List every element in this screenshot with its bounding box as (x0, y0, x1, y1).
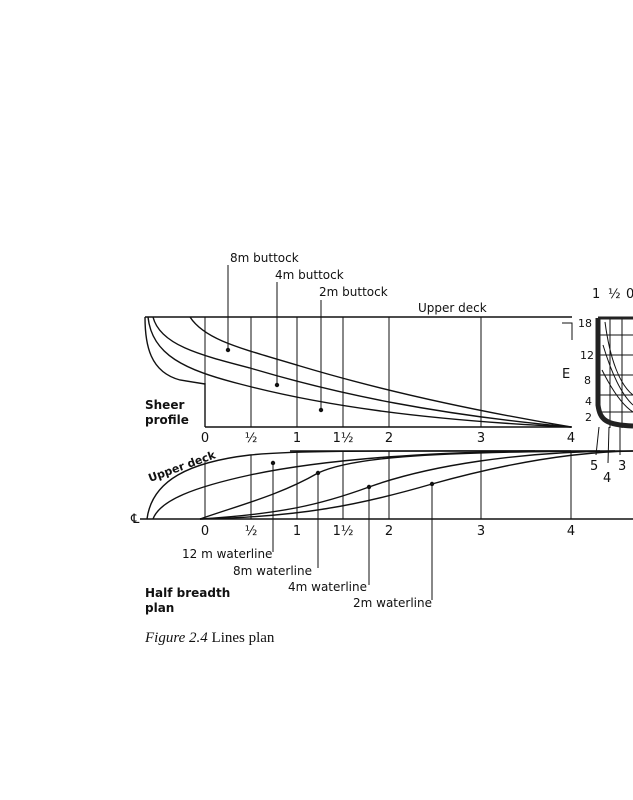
12m-waterline-curve (152, 450, 536, 520)
half-breadth-plan: Upper deck ℄ 0 ½ 1 1½ 2 3 4 12 m waterli… (130, 448, 633, 615)
half-breadth-title-2: plan (145, 601, 174, 615)
2m-waterline-curve (199, 450, 633, 520)
svg-text:3: 3 (477, 524, 485, 539)
upper-deck-curve (146, 450, 572, 520)
hb-station-labels: 0 ½ 1 1½ 2 3 4 (201, 524, 575, 539)
8m-waterline-curve (199, 450, 601, 520)
svg-text:0: 0 (201, 431, 209, 446)
sheer-profile: 8m buttock 4m buttock 2m buttock Upper d… (144, 251, 575, 446)
stern-bracket (562, 322, 573, 340)
svg-text:3: 3 (618, 459, 626, 474)
svg-text:½: ½ (608, 287, 621, 302)
hb-station-lines (204, 451, 572, 519)
sheer-profile-title-2: profile (145, 413, 189, 427)
svg-text:1: 1 (592, 287, 600, 302)
4m-waterline-curve (199, 450, 616, 520)
2m-buttock-curve (147, 316, 572, 428)
midship-section-outline (595, 318, 633, 429)
svg-text:1½: 1½ (333, 431, 354, 446)
height-mark-8: 8 (584, 374, 591, 387)
svg-text:1½: 1½ (333, 524, 354, 539)
sheer-profile-title-1: Sheer (145, 398, 184, 412)
svg-text:0: 0 (626, 287, 633, 302)
svg-text:½: ½ (245, 524, 258, 539)
svg-text:4: 4 (567, 431, 575, 446)
figure-title: Lines plan (211, 630, 275, 646)
4m-waterline-label: 4m waterline (288, 580, 367, 594)
hb-upper-deck-label: Upper deck (147, 448, 218, 485)
half-breadth-title-1: Half breadth (145, 586, 230, 600)
upper-deck-label: Upper deck (418, 301, 487, 315)
8m-waterline-label: 8m waterline (233, 564, 312, 578)
svg-text:2: 2 (385, 431, 393, 446)
body-plan: 18 12 8 4 2 E 1 ½ 0 5 4 3 (562, 287, 633, 486)
svg-text:1: 1 (293, 524, 301, 539)
height-mark-12: 12 (580, 349, 594, 362)
svg-text:5: 5 (590, 459, 598, 474)
svg-text:2: 2 (385, 524, 393, 539)
figure-caption: Figure 2.4 Lines plan (145, 630, 274, 647)
svg-text:3: 3 (477, 431, 485, 446)
svg-text:4: 4 (603, 471, 611, 486)
svg-text:4: 4 (567, 524, 575, 539)
stem-line (144, 316, 206, 385)
12m-waterline-label: 12 m waterline (182, 547, 272, 561)
height-mark-4: 4 (585, 395, 592, 408)
profile-station-labels: 0 ½ 1 1½ 2 3 4 (201, 431, 575, 446)
8m-buttock-label: 8m buttock (230, 251, 299, 265)
4m-buttock-curve (152, 316, 572, 428)
station-lines (204, 317, 482, 427)
2m-waterline-label: 2m waterline (353, 596, 432, 610)
height-mark-18: 18 (578, 317, 592, 330)
height-mark-2: 2 (585, 411, 592, 424)
figure-number: Figure 2.4 (145, 630, 208, 646)
svg-text:1: 1 (293, 431, 301, 446)
unit-label: E (562, 367, 570, 382)
4m-buttock-label: 4m buttock (275, 268, 344, 282)
svg-text:0: 0 (201, 524, 209, 539)
2m-buttock-label: 2m buttock (319, 285, 388, 299)
svg-text:½: ½ (245, 431, 258, 446)
centreline-symbol: ℄ (130, 512, 140, 527)
